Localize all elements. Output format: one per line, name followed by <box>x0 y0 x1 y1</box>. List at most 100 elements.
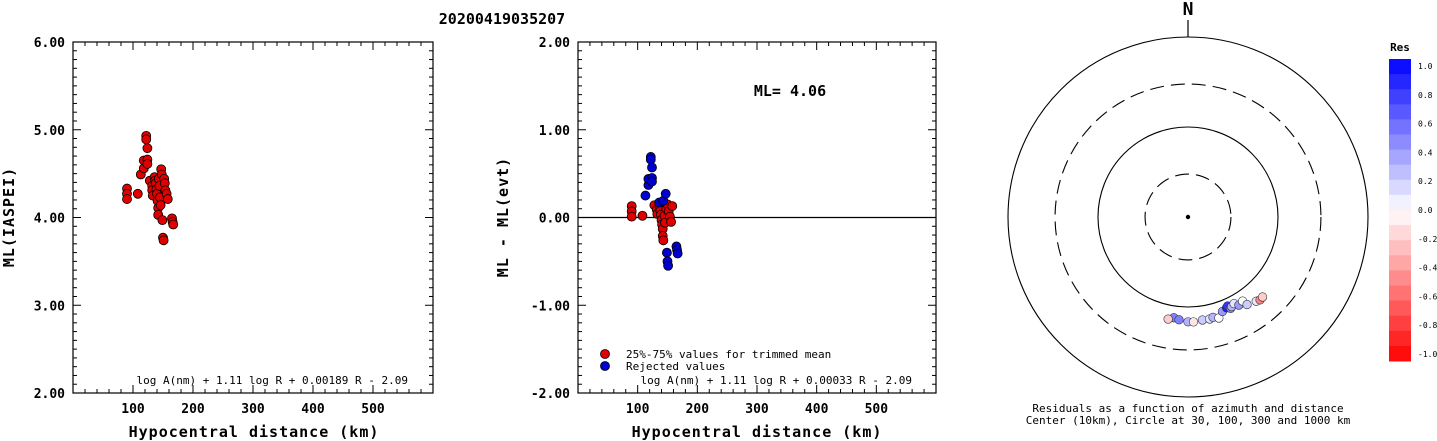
colorbar-cells <box>1389 59 1411 362</box>
mid-y-tick-label: -1.00 <box>531 299 570 314</box>
ml-point <box>132 188 143 199</box>
ml-point <box>155 200 166 211</box>
figure-title: 20200419035207 <box>439 10 565 28</box>
colorbar-label: 0.8 <box>1418 91 1433 100</box>
rejected-point <box>647 176 657 187</box>
rejected-point <box>640 190 651 201</box>
left-x-tick-label: 300 <box>241 402 265 417</box>
legend-rejected-label: Rejected values <box>626 360 725 373</box>
colorbar-label: 0.0 <box>1418 206 1433 215</box>
colorbar-cell <box>1389 300 1411 317</box>
colorbar-cell <box>1389 134 1411 151</box>
colorbar-cell <box>1389 315 1411 332</box>
colorbar-label: 0.2 <box>1418 177 1433 186</box>
rejected-point <box>662 247 672 258</box>
colorbar-title: Res <box>1390 41 1410 54</box>
colorbar-cell <box>1389 210 1411 226</box>
trimmed-point <box>658 235 669 246</box>
colorbar-cell <box>1389 194 1411 211</box>
colorbar-cell <box>1389 164 1411 181</box>
colorbar-cell <box>1389 119 1411 135</box>
colorbar-cell <box>1389 104 1411 120</box>
polar-caption-line2: Center (10km), Circle at 30, 100, 300 an… <box>1026 414 1351 427</box>
rejected-point <box>647 162 657 173</box>
legend-rejected-marker <box>600 361 610 371</box>
left-y-tick-label: 6.00 <box>34 36 65 51</box>
colorbar-cell <box>1389 149 1411 166</box>
polar-center-dot <box>1185 214 1191 220</box>
mid-x-tick-label: 300 <box>745 402 769 417</box>
legend-trimmed-marker <box>600 349 610 359</box>
rejected-point <box>672 248 683 259</box>
left-x-axis-label: Hypocentral distance (km) <box>129 423 380 441</box>
left-y-tick-label: 2.00 <box>34 387 65 402</box>
colorbar-label: -0.4 <box>1418 264 1437 273</box>
ml-point <box>142 159 153 169</box>
mid-y-tick-label: 1.00 <box>539 124 570 139</box>
mid-panel: 100 200 300 400 500 -2.00 -1.00 0.00 1.00 2.00 ML… <box>494 36 937 441</box>
left-y-axis-label: ML(IASPEI) <box>0 167 18 267</box>
colorbar-label: -1.0 <box>1418 350 1437 359</box>
rejected-point <box>660 188 671 199</box>
left-x-tick-label: 500 <box>361 402 385 417</box>
ml-point <box>142 143 153 154</box>
ml-point <box>158 235 169 246</box>
colorbar-cell <box>1389 179 1411 196</box>
left-y-tick-label: 3.00 <box>34 299 65 314</box>
colorbar-labels: 1.0 0.8 0.6 0.4 0.2 0.0 -0.2 -0.4 -0.6 -0.8 -1.0 <box>1418 62 1437 359</box>
left-x-tick-label: 200 <box>181 402 205 417</box>
trimmed-point <box>666 216 676 227</box>
ml-point <box>168 219 179 230</box>
station-marker <box>1188 317 1199 327</box>
colorbar-cell <box>1389 330 1411 347</box>
mid-y-tick-label: -2.00 <box>531 387 570 402</box>
ring-30km <box>1144 173 1232 261</box>
trimmed-point <box>667 201 678 211</box>
ml-point <box>122 194 132 204</box>
ml-point <box>141 134 152 145</box>
ml-value-label: ML= 4.06 <box>754 82 826 100</box>
polar-distance-rings <box>1007 36 1369 398</box>
colorbar-label: -0.6 <box>1418 292 1437 301</box>
north-label: N <box>1183 0 1194 20</box>
left-x-tick-label: 100 <box>121 402 145 417</box>
left-data-points <box>122 130 179 246</box>
ring-100km <box>1097 126 1279 308</box>
ring-300km <box>1054 83 1322 351</box>
mid-x-axis-label: Hypocentral distance (km) <box>632 423 883 441</box>
colorbar-cell <box>1389 255 1411 271</box>
residual-colorbar: Res 1.0 0.8 0.6 0.4 0.2 0.0 -0.2 -0.4 -0.6 -0.8 -1… <box>1389 41 1437 362</box>
mid-x-tick-label: 200 <box>686 402 710 417</box>
colorbar-cell <box>1389 270 1411 286</box>
ml-point <box>162 194 173 204</box>
station-marker <box>1257 292 1268 302</box>
colorbar-label: 0.4 <box>1418 148 1433 157</box>
mid-legend: 25%-75% values for trimmed mean Rejected… <box>600 348 831 373</box>
left-axis-ticks: 100 200 300 400 500 2.00 3.00 4.00 5.00 6.00 <box>34 36 433 417</box>
mid-formula: log A(nm) + 1.11 log R + 0.00033 R - 2.0… <box>640 374 912 387</box>
station-marker <box>1242 299 1252 310</box>
mid-y-tick-label: 0.00 <box>539 212 570 227</box>
left-y-tick-label: 4.00 <box>34 212 65 227</box>
mid-x-tick-label: 100 <box>626 402 650 417</box>
mid-data-points <box>626 152 683 271</box>
left-formula: log A(nm) + 1.11 log R + 0.00189 R - 2.0… <box>136 374 408 387</box>
colorbar-cell <box>1389 240 1411 256</box>
mid-x-tick-label: 500 <box>865 402 889 417</box>
left-panel: 100 200 300 400 500 2.00 3.00 4.00 5.00 6.00 ML(I… <box>0 36 434 441</box>
colorbar-cell <box>1389 89 1411 105</box>
colorbar-label: -0.8 <box>1418 321 1437 330</box>
ring-1000km <box>1007 36 1369 398</box>
colorbar-cell <box>1389 59 1411 75</box>
mid-axis-ticks: 100 200 300 400 500 -2.00 -1.00 0.00 1.00 2.00 <box>531 36 936 417</box>
colorbar-cell <box>1389 285 1411 302</box>
mid-y-tick-label: 2.00 <box>539 36 570 51</box>
trimmed-point <box>626 211 637 222</box>
ml-point <box>157 215 168 226</box>
left-x-tick-label: 400 <box>301 402 325 417</box>
polar-panel: N Residuals as a function of azimuth and… <box>1007 0 1369 427</box>
trimmed-point <box>637 210 648 221</box>
polar-caption-line1: Residuals as a function of azimuth and d… <box>1032 402 1343 415</box>
colorbar-label: -0.2 <box>1418 235 1437 244</box>
